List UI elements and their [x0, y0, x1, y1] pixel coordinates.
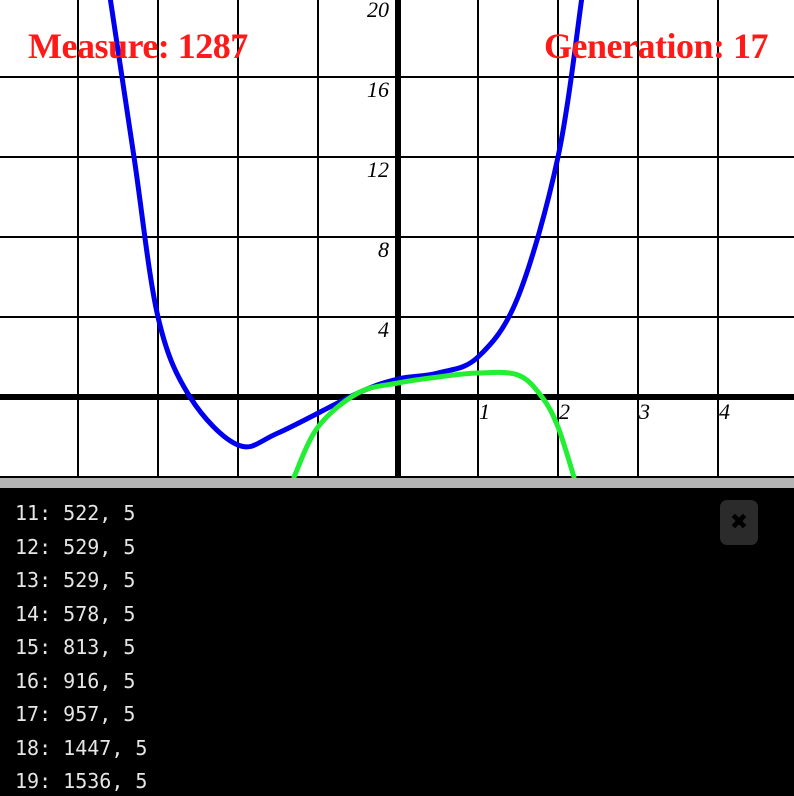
measure-label: Measure: 1287	[28, 26, 248, 66]
log-line: 16: 916, 5	[15, 668, 136, 693]
axes	[0, 0, 794, 478]
y-tick-label: 8	[378, 237, 389, 262]
log-list: 11: 522, 5 12: 529, 5 13: 529, 5 14: 578, 5…	[0, 488, 794, 796]
close-button[interactable]: ✖	[720, 500, 758, 545]
plot-canvas[interactable]: 1 2 3 4 4 8 12 16 20 Measure: 1287 Generation: 1…	[0, 0, 794, 478]
log-line: 13: 529, 5	[15, 568, 136, 592]
generation-label: Generation: 17	[544, 26, 768, 66]
curves	[107, 0, 585, 478]
x-tick-label: 2	[559, 399, 570, 424]
curve-blue	[107, 0, 585, 450]
log-line: 17: 957, 5	[15, 702, 136, 726]
y-tick-label: 12	[367, 157, 389, 182]
log-line: 15: 813, 5	[15, 635, 136, 659]
y-tick-label: 4	[378, 317, 389, 342]
x-tick-label: 4	[719, 399, 730, 424]
log-line: 12: 529, 5	[15, 534, 136, 559]
x-tick-label: 1	[479, 399, 490, 424]
y-tick-label: 20	[367, 0, 389, 22]
close-icon: ✖	[729, 510, 749, 535]
panel-splitter[interactable]	[0, 478, 794, 488]
curve-green	[291, 369, 577, 478]
log-line: 14: 578, 5	[15, 601, 136, 626]
log-line: 18: 1447, 5	[15, 735, 148, 760]
log-line: 19: 1536, 5	[15, 769, 148, 793]
x-tick-label: 3	[638, 399, 650, 424]
console-panel: 11: 522, 5 12: 529, 5 13: 529, 5 14: 578, 5…	[0, 488, 794, 796]
y-tick-label: 16	[367, 77, 389, 102]
log-line: 11: 522, 5	[15, 501, 136, 525]
